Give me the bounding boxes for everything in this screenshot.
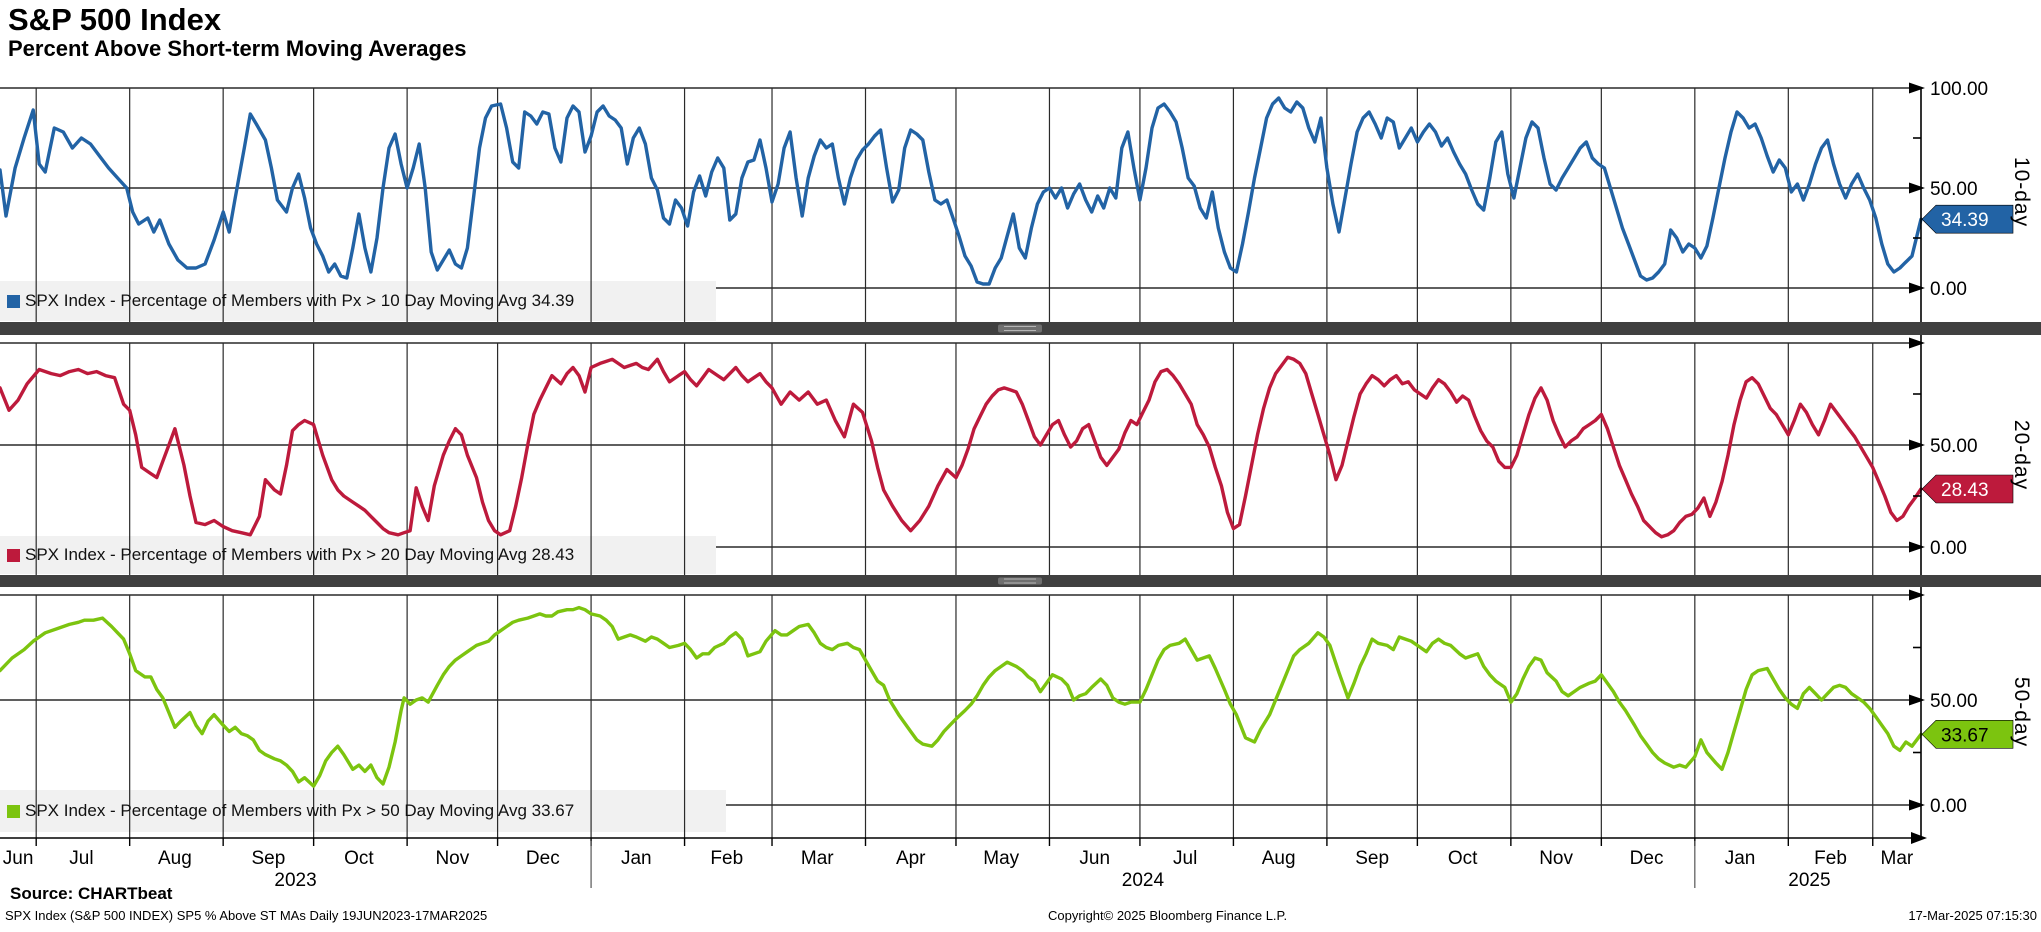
x-tick-label: Aug (158, 848, 192, 869)
x-tick-label: Jun (3, 848, 34, 869)
y-tick-label: 100.00 (1930, 79, 1988, 100)
x-tick-label: Dec (526, 848, 560, 869)
y-tick-arrow-icon (1909, 799, 1925, 811)
panel-label-10-day: 10-day (2010, 156, 2033, 228)
legend-strip (0, 790, 726, 832)
y-tick-arrow-icon (1909, 182, 1925, 194)
legend-50-day[interactable]: SPX Index - Percentage of Members with P… (0, 790, 733, 832)
x-tick-label: Jul (1173, 848, 1197, 869)
footer-copyright: Copyright© 2025 Bloomberg Finance L.P. (1048, 908, 1288, 923)
x-tick-label: Mar (1881, 848, 1914, 869)
x-tick-label: Feb (1814, 848, 1847, 869)
y-tick-arrow-icon (1909, 282, 1925, 294)
series-line-20-day (0, 355, 1923, 539)
x-tick-label: Feb (710, 848, 743, 869)
y-tick-arrow-icon (1909, 337, 1925, 349)
last-value-tag-50-day[interactable] (1921, 719, 2014, 749)
y-tick-arrow-icon (1909, 82, 1925, 94)
legend-label: SPX Index - Percentage of Members with P… (25, 545, 575, 564)
x-tick-label: Jun (1079, 848, 1110, 869)
legend-swatch-red-icon (7, 548, 20, 562)
page-title: S&P 500 Index (8, 2, 222, 37)
legend-strip (0, 536, 716, 574)
year-label: 2024 (1122, 870, 1165, 891)
x-tick-label: Mar (801, 848, 834, 869)
legend-swatch-blue-icon (7, 294, 20, 308)
y-tick-label: 50.00 (1930, 691, 1978, 712)
x-tick-label: Oct (344, 848, 374, 869)
last-value-text: 28.43 (1941, 480, 1989, 501)
x-tick-label: Sep (1355, 848, 1389, 869)
panel-label-50-day: 50-day (2010, 676, 2033, 748)
y-tick-label: 0.00 (1930, 538, 1967, 559)
y-tick-label: 50.00 (1930, 436, 1978, 457)
x-tick-label: Nov (1539, 848, 1573, 869)
footer-timestamp: 17-Mar-2025 07:15:30 (1908, 908, 2037, 923)
x-axis-arrow-icon (1911, 832, 1927, 844)
x-tick-label: Oct (1448, 848, 1478, 869)
legend-label: SPX Index - Percentage of Members with P… (25, 801, 575, 820)
legend-strip (0, 281, 716, 321)
footer-fine-print: SPX Index (S&P 500 INDEX) SP5 % Above ST… (5, 908, 488, 923)
year-label: 2025 (1788, 870, 1830, 891)
x-tick-label: Jan (1725, 848, 1756, 869)
x-tick-label: Apr (896, 848, 926, 869)
x-tick-label: Sep (251, 848, 285, 869)
x-tick-label: Jul (69, 848, 93, 869)
x-tick-label: Aug (1262, 848, 1296, 869)
y-tick-label: 0.00 (1930, 796, 1967, 817)
series-line-50-day (0, 605, 1923, 788)
legend-label: SPX Index - Percentage of Members with P… (25, 291, 575, 310)
year-label: 2023 (274, 870, 316, 891)
last-value-tag-10-day[interactable] (1921, 204, 2014, 234)
y-tick-arrow-icon (1909, 694, 1925, 706)
source-line: Source: CHARTbeat (10, 884, 173, 903)
x-tick-label: Dec (1630, 848, 1664, 869)
legend-swatch-green-icon (7, 804, 20, 818)
legend-20-day[interactable]: SPX Index - Percentage of Members with P… (0, 536, 723, 574)
y-tick-arrow-icon (1909, 589, 1925, 601)
y-tick-label: 50.00 (1930, 179, 1978, 200)
series-line-10-day (0, 96, 1923, 286)
last-value-text: 34.39 (1941, 210, 1989, 231)
x-tick-label: May (983, 848, 1019, 869)
x-tick-label: Jan (621, 848, 652, 869)
x-tick-label: Nov (435, 848, 469, 869)
last-value-text: 33.67 (1941, 725, 1989, 746)
panel-label-20-day: 20-day (2010, 419, 2033, 491)
last-value-tag-20-day[interactable] (1921, 474, 2014, 504)
divider-drag-handle[interactable] (998, 324, 1042, 333)
y-tick-arrow-icon (1909, 541, 1925, 553)
y-tick-arrow-icon (1909, 439, 1925, 451)
legend-10-day[interactable]: SPX Index - Percentage of Members with P… (0, 281, 723, 321)
y-tick-label: 0.00 (1930, 279, 1967, 300)
chart-subtitle: Percent Above Short-term Moving Averages (8, 36, 467, 61)
